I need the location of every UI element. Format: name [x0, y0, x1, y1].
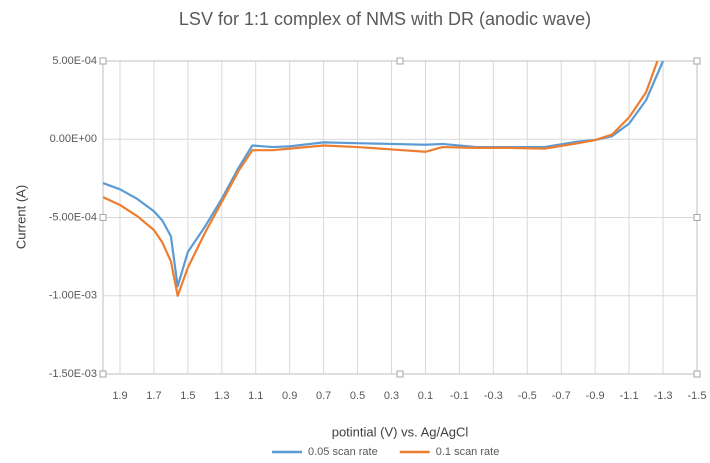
x-tick-label: -0.5 — [518, 390, 537, 402]
x-tick-label: -1.5 — [688, 390, 707, 402]
x-tick-label: -0.1 — [450, 390, 469, 402]
legend-label: 0.05 scan rate — [308, 446, 378, 458]
x-tick-label: 1.3 — [214, 390, 229, 402]
selection-handle — [693, 370, 701, 378]
selection-handle — [99, 57, 107, 65]
selection-handle — [99, 214, 107, 221]
x-tick-label: -0.9 — [586, 390, 605, 402]
x-tick-label: 0.3 — [384, 390, 399, 402]
x-tick-label: 1.9 — [112, 390, 127, 402]
x-tick-label: -1.3 — [654, 390, 673, 402]
x-tick-label: 1.1 — [248, 390, 263, 402]
x-tick-label: 0.5 — [350, 390, 365, 402]
selection-handle — [693, 214, 701, 221]
selection-handle — [396, 370, 404, 378]
y-axis-title: Current (A) — [13, 185, 28, 249]
data-line — [103, 61, 659, 297]
x-tick-label: 0.9 — [282, 390, 297, 402]
y-tick-label: -1.00E-03 — [49, 290, 97, 302]
selection-handle — [693, 57, 701, 65]
x-axis-title: potintial (V) vs. Ag/AgCl — [332, 424, 469, 439]
y-tick-label: -1.50E-03 — [49, 368, 97, 380]
x-tick-label: 0.1 — [418, 390, 433, 402]
y-tick-label: -5.00E-04 — [49, 211, 97, 223]
plot-lines — [103, 61, 665, 297]
x-tick-label: -0.7 — [552, 390, 571, 402]
x-tick-label: -0.3 — [484, 390, 503, 402]
data-line — [103, 61, 665, 288]
x-tick-label: 1.7 — [146, 390, 161, 402]
x-tick-label: -1.1 — [620, 390, 639, 402]
y-tick-label: 0.00E+00 — [50, 133, 97, 145]
y-tick-label: 5.00E-04 — [52, 55, 97, 67]
selection-handle — [99, 370, 107, 378]
x-tick-label: 0.7 — [316, 390, 331, 402]
x-tick-label: 1.5 — [180, 390, 195, 402]
chart-title: LSV for 1:1 complex of NMS with DR (anod… — [179, 9, 591, 29]
legend-label: 0.1 scan rate — [436, 446, 500, 458]
selection-handle — [396, 57, 404, 65]
